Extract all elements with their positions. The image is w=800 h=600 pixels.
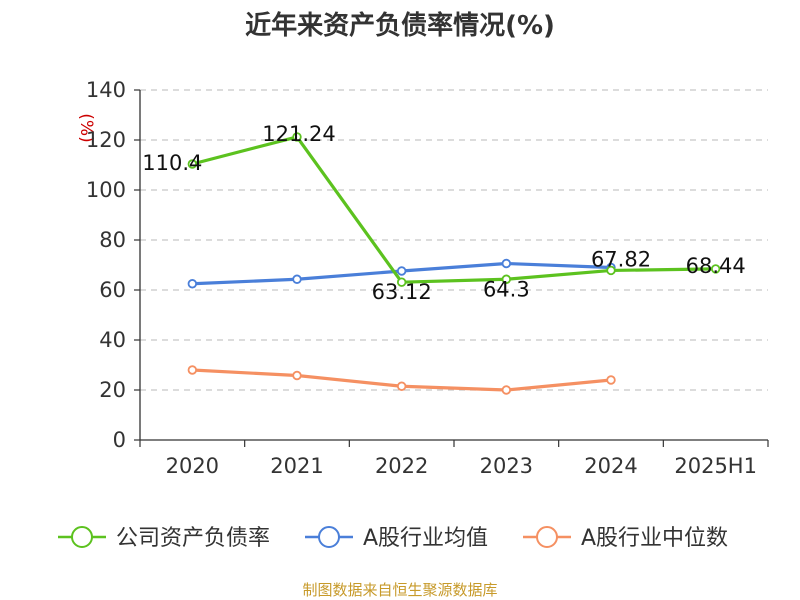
legend-label-0: 公司资产负债率 (116, 526, 270, 551)
x-tick-label-2021: 2021 (270, 454, 323, 478)
series-point-1-2023 (501, 258, 512, 269)
x-tick-label-2020: 2020 (166, 454, 219, 478)
y-axis-unit: (%) (76, 113, 96, 142)
y-tick-label: 0 (113, 428, 126, 452)
legend-label-1: A股行业均值 (363, 526, 488, 551)
series-point-2-2021 (292, 370, 302, 381)
legend-marker-2 (536, 526, 558, 548)
y-tick-labels: 0 20 40 60 80 100 120 140 (86, 78, 126, 452)
series-2 (187, 365, 616, 395)
y-tick-label: 140 (86, 78, 126, 102)
series-point-2-2023 (501, 385, 512, 395)
series-point-0-2021 (292, 132, 302, 142)
series-line-0 (190, 135, 718, 284)
x-tick-labels: 2020 2021 2022 2023 2024 2025H1 (166, 454, 757, 478)
legend-item-1: A股行业均值 (305, 526, 488, 551)
series-1 (187, 258, 616, 289)
y-tick-label: 100 (86, 178, 126, 202)
legend-marker-0 (71, 526, 93, 548)
series-point-0-2023 (501, 274, 512, 284)
axes (134, 89, 769, 447)
y-tick-label: 80 (99, 228, 126, 252)
series-point-0-2022 (396, 277, 407, 287)
legend-label-2: A股行业中位数 (581, 526, 728, 551)
chart-title: 近年来资产负债率情况(%) (245, 10, 555, 41)
source-note: 制图数据来自恒生聚源数据库 (302, 581, 497, 599)
data-labels: 110.4 121.24 63.12 64.3 67.82 68.44 (142, 122, 745, 304)
series-point-1-2022 (396, 266, 407, 276)
series-point-2-2022 (396, 381, 407, 391)
data-label-2022: 63.12 (372, 280, 432, 304)
data-label-2021: 121.24 (262, 122, 335, 146)
x-tick-label-2022: 2022 (375, 454, 428, 478)
series-point-2-2020 (187, 365, 198, 375)
data-label-2025H1: 68.44 (686, 254, 746, 278)
data-label-2020: 110.4 (142, 151, 202, 175)
gridlines (140, 89, 768, 391)
data-label-2024: 67.82 (591, 247, 651, 271)
x-tick-label-2025H1: 2025H1 (674, 454, 757, 478)
series-layer (187, 132, 721, 395)
x-tick-label-2023: 2023 (480, 454, 533, 478)
series-point-0-2025H1 (710, 264, 721, 274)
legend-item-0: 公司资产负债率 (58, 526, 270, 551)
legend-item-2: A股行业中位数 (523, 526, 728, 551)
series-point-0-2024 (606, 265, 616, 276)
series-point-1-2021 (292, 274, 302, 284)
y-tick-label: 20 (99, 378, 126, 402)
y-tick-label: 60 (99, 278, 126, 302)
series-point-0-2020 (187, 159, 198, 169)
series-point-1-2020 (187, 279, 198, 289)
series-0 (187, 132, 721, 287)
series-point-2-2024 (606, 375, 616, 385)
legend: 公司资产负债率 A股行业均值 A股行业中位数 (58, 526, 728, 551)
data-label-2023: 64.3 (483, 277, 530, 301)
y-tick-label: 40 (99, 328, 126, 352)
legend-marker-1 (318, 526, 340, 548)
y-tick-label: 120 (86, 128, 126, 152)
x-tick-label-2024: 2024 (584, 454, 637, 478)
